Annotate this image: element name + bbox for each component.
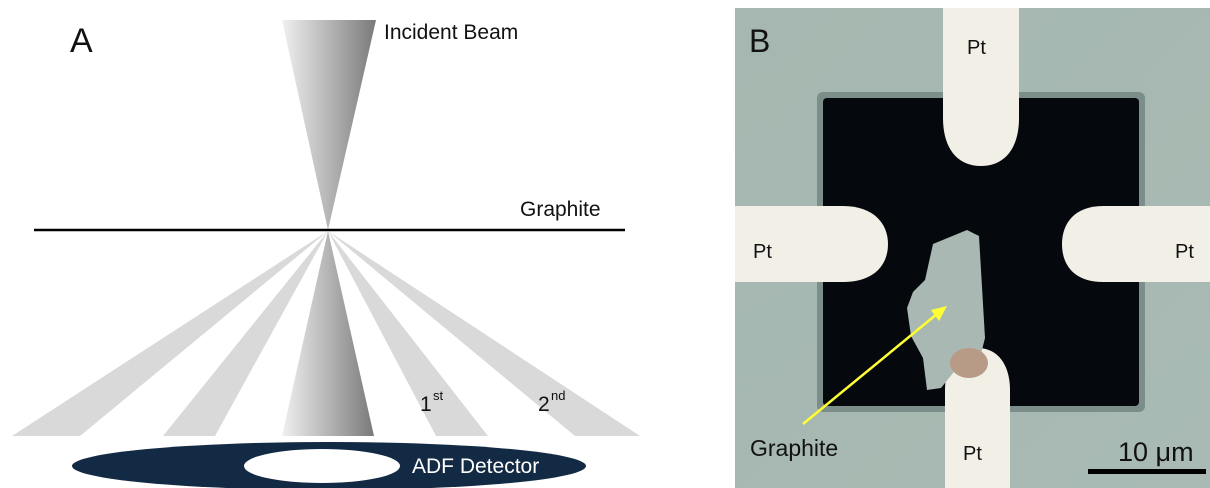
diffracted-beam-right-outer: [328, 231, 640, 436]
pt-electrode-bottom: [945, 348, 1010, 488]
pt-label-bottom: Pt: [963, 443, 982, 465]
first-order-label: 1: [420, 393, 432, 416]
incident-beam: [282, 20, 376, 230]
scale-bar-label: 10 μm: [1118, 437, 1194, 467]
flake-contact-spot: [950, 348, 988, 378]
detector-hole: [244, 449, 400, 483]
incident-beam-label: Incident Beam: [384, 21, 518, 44]
second-order-superscript: nd: [551, 388, 565, 403]
pt-label-left: Pt: [753, 241, 772, 263]
schematic-panel-a: A Incident Beam Graphite 1 st 2 nd ADF D…: [12, 20, 640, 488]
pt-label-right: Pt: [1175, 241, 1194, 263]
detector-label: ADF Detector: [412, 455, 539, 478]
pt-electrode-top: [943, 8, 1019, 166]
diffracted-beam-left-outer: [12, 231, 328, 436]
micrograph-panel-b: B Pt Pt Pt Pt Graphite 10 μm: [735, 8, 1210, 488]
pt-electrode-left: [735, 206, 888, 282]
graphite-label-b: Graphite: [750, 435, 838, 461]
graphite-label-a: Graphite: [520, 198, 601, 221]
panel-b-label: B: [749, 23, 770, 59]
diffracted-beam-left-inner: [163, 231, 328, 436]
graphite-arrow: [802, 313, 938, 425]
transmitted-beam: [282, 231, 374, 436]
scale-bar: [1088, 469, 1206, 474]
diffracted-beam-right-inner: [328, 231, 488, 436]
first-order-superscript: st: [433, 388, 444, 403]
second-order-label: 2: [538, 393, 550, 416]
graphite-arrow-head: [931, 306, 947, 321]
pt-label-top: Pt: [967, 37, 986, 59]
panel-a-label: A: [70, 22, 93, 60]
pt-electrode-right: [1062, 206, 1210, 282]
trench: [823, 98, 1139, 406]
